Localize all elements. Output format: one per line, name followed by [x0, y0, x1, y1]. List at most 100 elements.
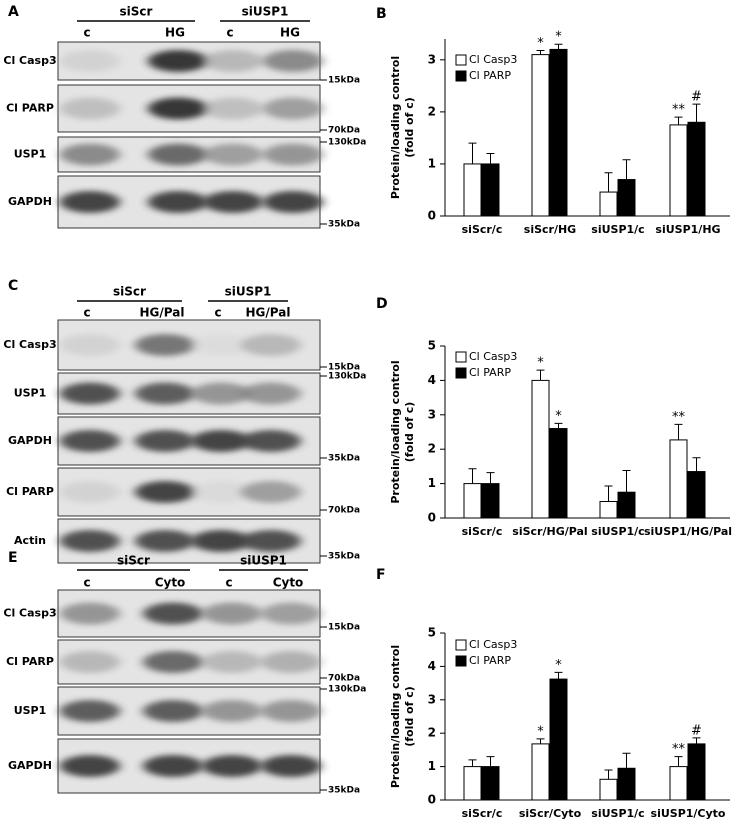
- error-bar: [536, 49, 545, 55]
- significance-label: *: [537, 356, 544, 371]
- legend-label: Cl Casp3: [469, 638, 517, 651]
- bar: [687, 743, 706, 801]
- panel-letter: F: [376, 567, 386, 583]
- blot-band: [202, 602, 262, 625]
- blot-band: [60, 481, 120, 503]
- x-tick-label: siScr/Cyto: [519, 807, 582, 820]
- marker-label: 130kDa: [328, 372, 366, 382]
- blot-band: [241, 481, 301, 503]
- blot-band: [60, 700, 120, 722]
- blot-band: [60, 602, 120, 625]
- y-tick-label: 0: [428, 209, 436, 223]
- legend-label: Cl PARP: [469, 366, 511, 379]
- group-label: siScr: [120, 5, 153, 19]
- lane-label: c: [83, 576, 90, 590]
- y-axis-label: (fold of c): [403, 686, 416, 747]
- x-tick-label: siUSP1/c: [591, 525, 644, 538]
- x-tick-label: siScr/HG: [524, 223, 576, 236]
- bar: [687, 471, 706, 519]
- lane-label: Cyto: [155, 576, 186, 590]
- bar: [617, 491, 636, 519]
- significance-label: *: [537, 724, 544, 739]
- panel-letter: C: [8, 278, 18, 294]
- y-tick-label: 5: [428, 339, 436, 353]
- y-tick-label: 4: [428, 659, 436, 673]
- blot-band: [148, 50, 208, 72]
- error-bar: [604, 485, 613, 502]
- legend-label: Cl Casp3: [469, 53, 517, 66]
- row-label: GAPDH: [8, 434, 52, 447]
- blot-band: [191, 382, 251, 405]
- y-tick-label: 3: [428, 692, 436, 706]
- bar: [599, 778, 618, 801]
- bar: [463, 766, 482, 801]
- blot-band: [143, 700, 203, 722]
- y-tick-label: 5: [428, 626, 436, 640]
- legend-label: Cl PARP: [469, 654, 511, 667]
- bar: [669, 439, 688, 519]
- blot-band: [60, 651, 120, 673]
- bar: [617, 767, 636, 801]
- bar: [481, 163, 500, 217]
- significance-label: #: [691, 723, 702, 738]
- bar: [599, 191, 618, 217]
- error-bar: [674, 423, 683, 440]
- bar: [687, 121, 706, 217]
- error-bar: [604, 769, 613, 780]
- blot-band: [60, 334, 120, 356]
- bar: [669, 124, 688, 217]
- blot-band: [148, 143, 208, 166]
- bar: [463, 163, 482, 217]
- blot-band: [191, 430, 251, 452]
- error-bar: [468, 142, 477, 164]
- marker-label: 15kDa: [328, 76, 360, 86]
- blot-band: [241, 430, 301, 452]
- y-tick-label: 2: [428, 726, 436, 740]
- y-axis-label: Protein/loading control: [389, 360, 402, 503]
- marker-label: 35kDa: [328, 552, 360, 562]
- lane-label: HG/Pal: [246, 306, 291, 320]
- y-tick-label: 3: [428, 407, 436, 421]
- lane-label: c: [225, 576, 232, 590]
- x-tick-label: siUSP1/c: [591, 223, 644, 236]
- marker-label: 70kDa: [328, 674, 360, 684]
- blot-band: [263, 97, 323, 120]
- bar: [599, 500, 618, 519]
- significance-label: **: [672, 742, 686, 757]
- blot-band: [241, 382, 301, 405]
- legend-label: Cl Casp3: [469, 350, 517, 363]
- panel-letter: D: [376, 296, 388, 312]
- significance-label: #: [691, 90, 702, 105]
- group-label: siUSP1: [225, 285, 272, 299]
- blot-band: [203, 50, 263, 72]
- row-label: USP1: [14, 387, 47, 400]
- blot-band: [135, 334, 195, 356]
- error-bar: [468, 759, 477, 767]
- blot-band: [135, 382, 195, 405]
- blot-band: [60, 50, 120, 72]
- group-label: siUSP1: [242, 5, 289, 19]
- error-bar: [536, 738, 545, 744]
- blot-band: [135, 481, 195, 503]
- error-bar: [622, 159, 631, 180]
- blot-band: [60, 143, 120, 166]
- marker-label: 35kDa: [328, 220, 360, 230]
- row-label: Cl Casp3: [3, 54, 56, 67]
- significance-label: *: [555, 658, 562, 673]
- error-bar: [622, 470, 631, 493]
- error-bar: [674, 116, 683, 125]
- row-label: Cl Casp3: [3, 607, 56, 620]
- blot-band: [241, 334, 301, 356]
- row-label: Cl PARP: [6, 485, 54, 498]
- x-tick-label: siScr/c: [462, 807, 503, 820]
- bar: [531, 54, 550, 217]
- error-bar: [486, 153, 495, 164]
- blot-band: [60, 97, 120, 120]
- y-axis-label: (fold of c): [403, 97, 416, 158]
- row-label: USP1: [14, 148, 47, 161]
- legend-swatch: [455, 655, 467, 667]
- significance-label: **: [672, 103, 686, 118]
- error-bar: [692, 457, 701, 472]
- bar: [549, 678, 568, 801]
- lane-label: Cyto: [273, 576, 304, 590]
